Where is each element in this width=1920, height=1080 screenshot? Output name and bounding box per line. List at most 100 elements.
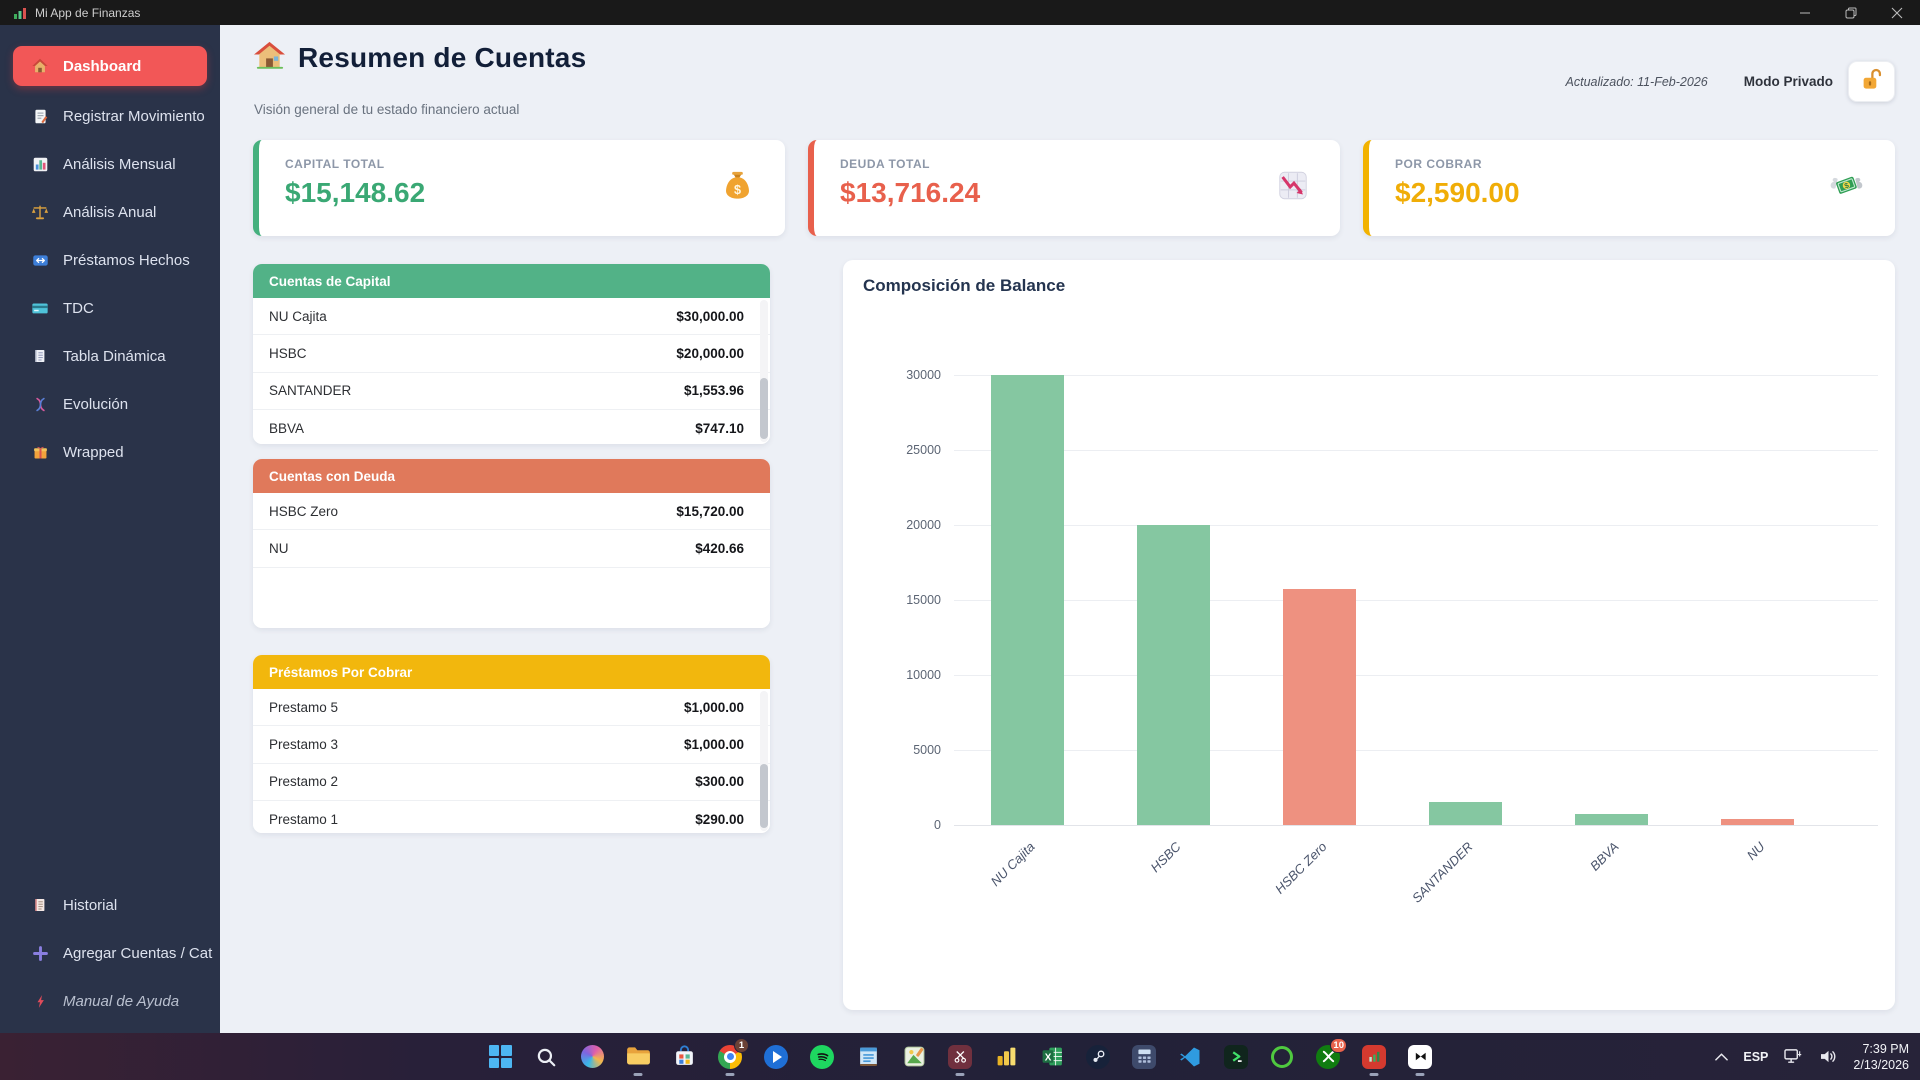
x-axis-tick-label: HSBC Zero	[1271, 839, 1330, 897]
capcut-icon[interactable]	[1407, 1036, 1433, 1078]
chart-plot: 0 5000 10000 15000 20000 25000 30000 NU Cajita H…	[906, 368, 1878, 906]
chart-bar-nu-cajita	[990, 375, 1064, 825]
search-button[interactable]	[533, 1036, 559, 1078]
notepad-icon[interactable]	[855, 1036, 881, 1078]
taskbar-clock[interactable]: 7:39 PM 2/13/2026	[1853, 1041, 1909, 1073]
open-lock-icon	[1861, 67, 1882, 96]
scrollbar-track[interactable]	[760, 300, 768, 442]
y-axis-tick-label: 0	[934, 818, 941, 832]
account-name: HSBC Zero	[269, 503, 339, 519]
taskbar: 1 X 10 ESP 7:39 PM 2/13/2026	[0, 1033, 1920, 1080]
excel-icon[interactable]: X	[1039, 1036, 1065, 1078]
account-row: NU $420.66	[253, 530, 770, 568]
sidebar-item-label: Préstamos Hechos	[63, 251, 190, 269]
sidebar-item-dashboard[interactable]: Dashboard	[13, 46, 207, 86]
scrollbar-track[interactable]	[760, 691, 768, 831]
restore-icon[interactable]	[1828, 0, 1874, 25]
finance-app-icon[interactable]	[1361, 1036, 1387, 1078]
sidebar-item-label: Historial	[63, 896, 118, 914]
sidebar-item-prestamos-hechos[interactable]: Préstamos Hechos	[0, 236, 220, 284]
page-subtitle: Visión general de tu estado financiero a…	[254, 102, 520, 117]
file-explorer-icon[interactable]	[625, 1036, 651, 1078]
sidebar-item-historial[interactable]: Historial	[0, 881, 220, 929]
sidebar-item-analisis-anual[interactable]: Análisis Anual	[0, 188, 220, 236]
snipping-tool-icon[interactable]	[947, 1036, 973, 1078]
main-content: Resumen de Cuentas Visión general de tu …	[220, 25, 1920, 1033]
privacy-lock-button[interactable]	[1848, 61, 1895, 102]
chrome-icon[interactable]: 1	[717, 1036, 749, 1078]
sidebar-item-tabla-dinamica[interactable]: Tabla Dinámica	[0, 332, 220, 380]
sidebar-item-label: Análisis Mensual	[63, 155, 176, 173]
window-titlebar[interactable]: Mi App de Finanzas	[0, 0, 1920, 25]
steam-icon[interactable]	[1085, 1036, 1111, 1078]
sidebar-item-analisis-mensual[interactable]: Análisis Mensual	[0, 140, 220, 188]
account-value: $15,720.00	[676, 503, 744, 519]
chart-bar-hsbc	[1136, 525, 1210, 825]
sidebar-item-label: TDC	[63, 299, 94, 317]
sidebar-item-label: Manual de Ayuda	[63, 992, 180, 1010]
close-icon[interactable]	[1874, 0, 1920, 25]
account-name: BBVA	[269, 420, 305, 436]
power-bi-icon[interactable]	[993, 1036, 1019, 1078]
sidebar-item-manual-de-ayuda[interactable]: Manual de Ayuda	[0, 977, 220, 1025]
chart-gridline	[954, 600, 1878, 601]
clipboard-icon	[30, 897, 50, 913]
microsoft-store-icon[interactable]	[671, 1036, 697, 1078]
loan-value: $1,000.00	[683, 699, 744, 715]
start-button[interactable]	[487, 1036, 513, 1078]
notification-badge: 10	[1330, 1037, 1347, 1053]
media-app-icon[interactable]	[763, 1036, 789, 1078]
help-bolt-icon	[30, 994, 50, 1009]
sidebar-item-registrar-movimiento[interactable]: Registrar Movimiento	[0, 92, 220, 140]
sidebar-item-tdc[interactable]: TDC	[0, 284, 220, 332]
sidebar-item-wrapped[interactable]: Wrapped	[0, 428, 220, 476]
chart-bar-hsbc-zero	[1282, 589, 1356, 825]
loan-name: Prestamo 1	[269, 811, 339, 827]
copilot-icon[interactable]	[579, 1036, 605, 1078]
photo-editor-icon[interactable]	[901, 1036, 927, 1078]
hidden-icons-chevron[interactable]	[1715, 1052, 1729, 1061]
panel-title: Cuentas con Deuda	[253, 459, 770, 493]
account-row: HSBC $20,000.00	[253, 335, 770, 373]
running-indicator	[633, 1072, 643, 1076]
sidebar-item-agregar-cuentas[interactable]: Agregar Cuentas / Cat	[0, 929, 220, 977]
x-axis-tick-label: NU	[1743, 839, 1768, 863]
por-cobrar-card: POR COBRAR $2,590.00 $	[1363, 140, 1895, 236]
loan-value: $1,000.00	[683, 737, 744, 753]
minimize-icon[interactable]	[1782, 0, 1828, 25]
scrollbar-thumb[interactable]	[760, 763, 768, 829]
sidebar-item-evolucion[interactable]: Evolución	[0, 380, 220, 428]
account-row: HSBC Zero $15,720.00	[253, 493, 770, 531]
account-name: NU Cajita	[269, 308, 327, 324]
running-indicator	[1415, 1072, 1425, 1076]
dna-icon	[30, 396, 50, 413]
cuentas-con-deuda-panel: Cuentas con Deuda HSBC Zero $15,720.00 N…	[253, 459, 770, 628]
spotify-icon[interactable]	[809, 1036, 835, 1078]
summary-cards-row: CAPITAL TOTAL $15,148.62 $ DEUDA TOTAL $…	[253, 140, 1895, 236]
chart-gridline	[954, 375, 1878, 376]
network-icon[interactable]	[1783, 1048, 1804, 1065]
filmora-icon[interactable]	[1223, 1036, 1249, 1078]
xbox-icon[interactable]: 10	[1315, 1036, 1347, 1078]
account-row: SANTANDER $1,553.96	[253, 373, 770, 411]
language-indicator[interactable]: ESP	[1743, 1049, 1769, 1064]
plus-icon	[30, 945, 50, 962]
vscode-icon[interactable]	[1177, 1036, 1203, 1078]
volume-icon[interactable]	[1819, 1049, 1838, 1064]
clock-time: 7:39 PM	[1862, 1041, 1909, 1056]
account-name: HSBC	[269, 346, 307, 362]
account-value: $30,000.00	[676, 308, 744, 324]
scrollbar-thumb[interactable]	[760, 378, 768, 440]
balance-chart-card: Composición de Balance 0 5000 10000 15000 20…	[843, 260, 1895, 1010]
calculator-icon[interactable]	[1131, 1036, 1157, 1078]
money-bag-icon: $	[720, 168, 755, 208]
chart-bar-santander	[1428, 801, 1502, 825]
card-value: $15,148.62	[285, 177, 426, 208]
loan-row: Prestamo 2 $300.00	[253, 764, 770, 802]
sidebar-item-label: Análisis Anual	[63, 203, 157, 221]
sync-ring-icon[interactable]	[1269, 1036, 1295, 1078]
x-axis-tick-label: NU Cajita	[987, 839, 1038, 889]
sidebar-item-label: Evolución	[63, 395, 129, 413]
chart-gridline	[954, 450, 1878, 451]
x-axis-tick-label: HSBC	[1147, 839, 1184, 876]
